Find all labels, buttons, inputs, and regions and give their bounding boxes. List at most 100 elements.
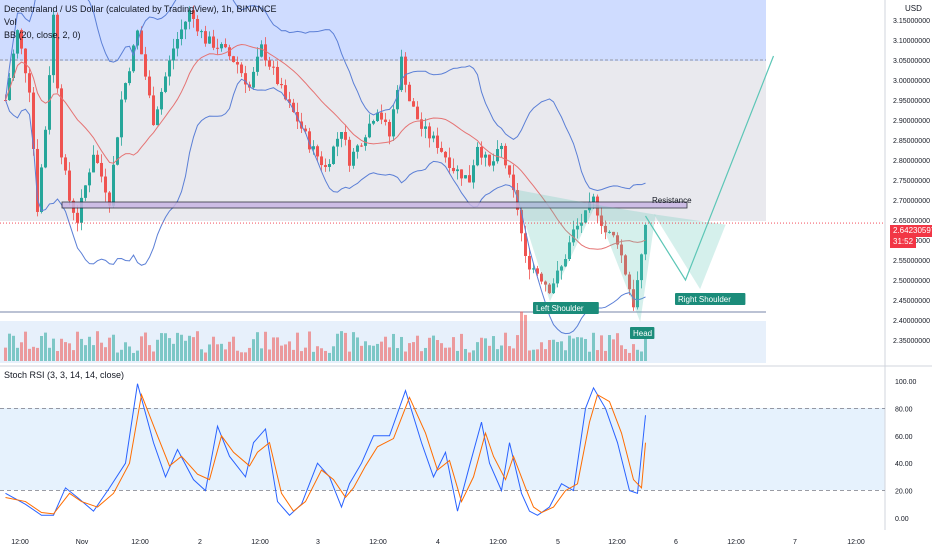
- pattern-head: [594, 204, 656, 322]
- candle: [56, 14, 59, 89]
- candle: [80, 197, 83, 223]
- volume-bar: [284, 344, 287, 361]
- candle: [312, 146, 315, 150]
- volume-bar: [216, 344, 219, 361]
- candle: [288, 99, 291, 103]
- candle: [488, 154, 491, 166]
- volume-bar: [184, 340, 187, 361]
- volume-bar: [416, 335, 419, 361]
- volume-bar: [152, 351, 155, 361]
- candle: [292, 102, 295, 113]
- candle: [468, 175, 471, 183]
- volume-bar: [56, 351, 59, 361]
- volume-bar: [592, 332, 595, 361]
- stoch-k-line: [5, 383, 646, 516]
- candle: [184, 21, 187, 30]
- volume-bar: [572, 338, 575, 361]
- candle: [316, 146, 319, 157]
- price-tick-label: 2.50000000: [893, 278, 930, 285]
- candle: [156, 109, 159, 126]
- head-label-bg: [630, 327, 655, 339]
- volume-bar: [128, 346, 131, 361]
- volume-bar: [632, 344, 635, 361]
- volume-bar: [156, 339, 159, 361]
- candle: [96, 154, 99, 163]
- candle: [568, 242, 571, 260]
- volume-bar: [368, 345, 371, 361]
- candle: [64, 157, 67, 171]
- candle: [424, 126, 427, 129]
- volume-bar: [636, 349, 639, 361]
- candle: [620, 244, 623, 256]
- candle: [336, 138, 339, 147]
- candle: [208, 36, 211, 44]
- candle: [220, 44, 223, 49]
- time-tick-label: 7: [793, 539, 797, 546]
- candle: [320, 156, 323, 166]
- price-tick-label: 2.40000000: [893, 318, 930, 325]
- candle: [260, 44, 263, 57]
- volume-bar: [36, 347, 39, 361]
- candle: [24, 48, 27, 74]
- candle: [380, 112, 383, 120]
- candle: [416, 106, 419, 120]
- candle: [496, 149, 499, 162]
- time-tick-label: 12:00: [11, 539, 29, 546]
- candle: [196, 18, 199, 32]
- candle: [236, 62, 239, 65]
- candle: [492, 161, 495, 166]
- resistance-zone: [61, 201, 688, 209]
- volume-bar: [16, 347, 19, 361]
- candle: [264, 44, 267, 61]
- candle: [240, 64, 243, 74]
- volume-bar: [356, 337, 359, 361]
- candle: [144, 54, 147, 77]
- candle: [340, 131, 343, 139]
- volume-bar: [564, 350, 567, 361]
- volume-bar: [124, 342, 127, 361]
- volume-bar: [232, 336, 235, 361]
- volume-bar: [616, 333, 619, 361]
- volume-bar: [508, 346, 511, 361]
- candle: [12, 53, 15, 79]
- candle: [628, 274, 631, 290]
- volume-bar: [168, 338, 171, 361]
- time-tick-label: 6: [674, 539, 678, 546]
- rsi-tick-label: 20.00: [895, 489, 913, 496]
- candle: [272, 66, 275, 68]
- volume-bar: [444, 347, 447, 361]
- candle: [600, 215, 603, 226]
- candle: [528, 255, 531, 270]
- volume-bar: [76, 331, 79, 361]
- volume-bar: [348, 351, 351, 361]
- candle: [392, 109, 395, 137]
- candle: [476, 146, 479, 166]
- candle: [420, 119, 423, 129]
- volume-bar: [552, 339, 555, 361]
- candle: [228, 47, 231, 57]
- candle: [52, 14, 55, 76]
- candle: [644, 224, 647, 255]
- volume-bar: [300, 351, 303, 361]
- candle: [92, 154, 95, 173]
- volume-bar: [28, 348, 31, 361]
- volume-bar: [400, 336, 403, 361]
- right-shoulder-label: Right Shoulder: [678, 295, 731, 304]
- candle: [616, 235, 619, 245]
- candle: [444, 151, 447, 158]
- volume-bar: [180, 334, 183, 361]
- volume-bar: [320, 348, 323, 361]
- volume-bar: [24, 331, 27, 361]
- volume-bar: [604, 350, 607, 361]
- volume-bar: [144, 332, 147, 361]
- candle: [536, 268, 539, 274]
- volume-bar: [264, 331, 267, 361]
- volume-bar: [596, 350, 599, 361]
- volume-bar: [536, 349, 539, 361]
- candle: [540, 273, 543, 282]
- rsi-tick-label: 100.00: [895, 379, 917, 386]
- time-tick-label: 12:00: [489, 539, 507, 546]
- volume-bar: [32, 346, 35, 361]
